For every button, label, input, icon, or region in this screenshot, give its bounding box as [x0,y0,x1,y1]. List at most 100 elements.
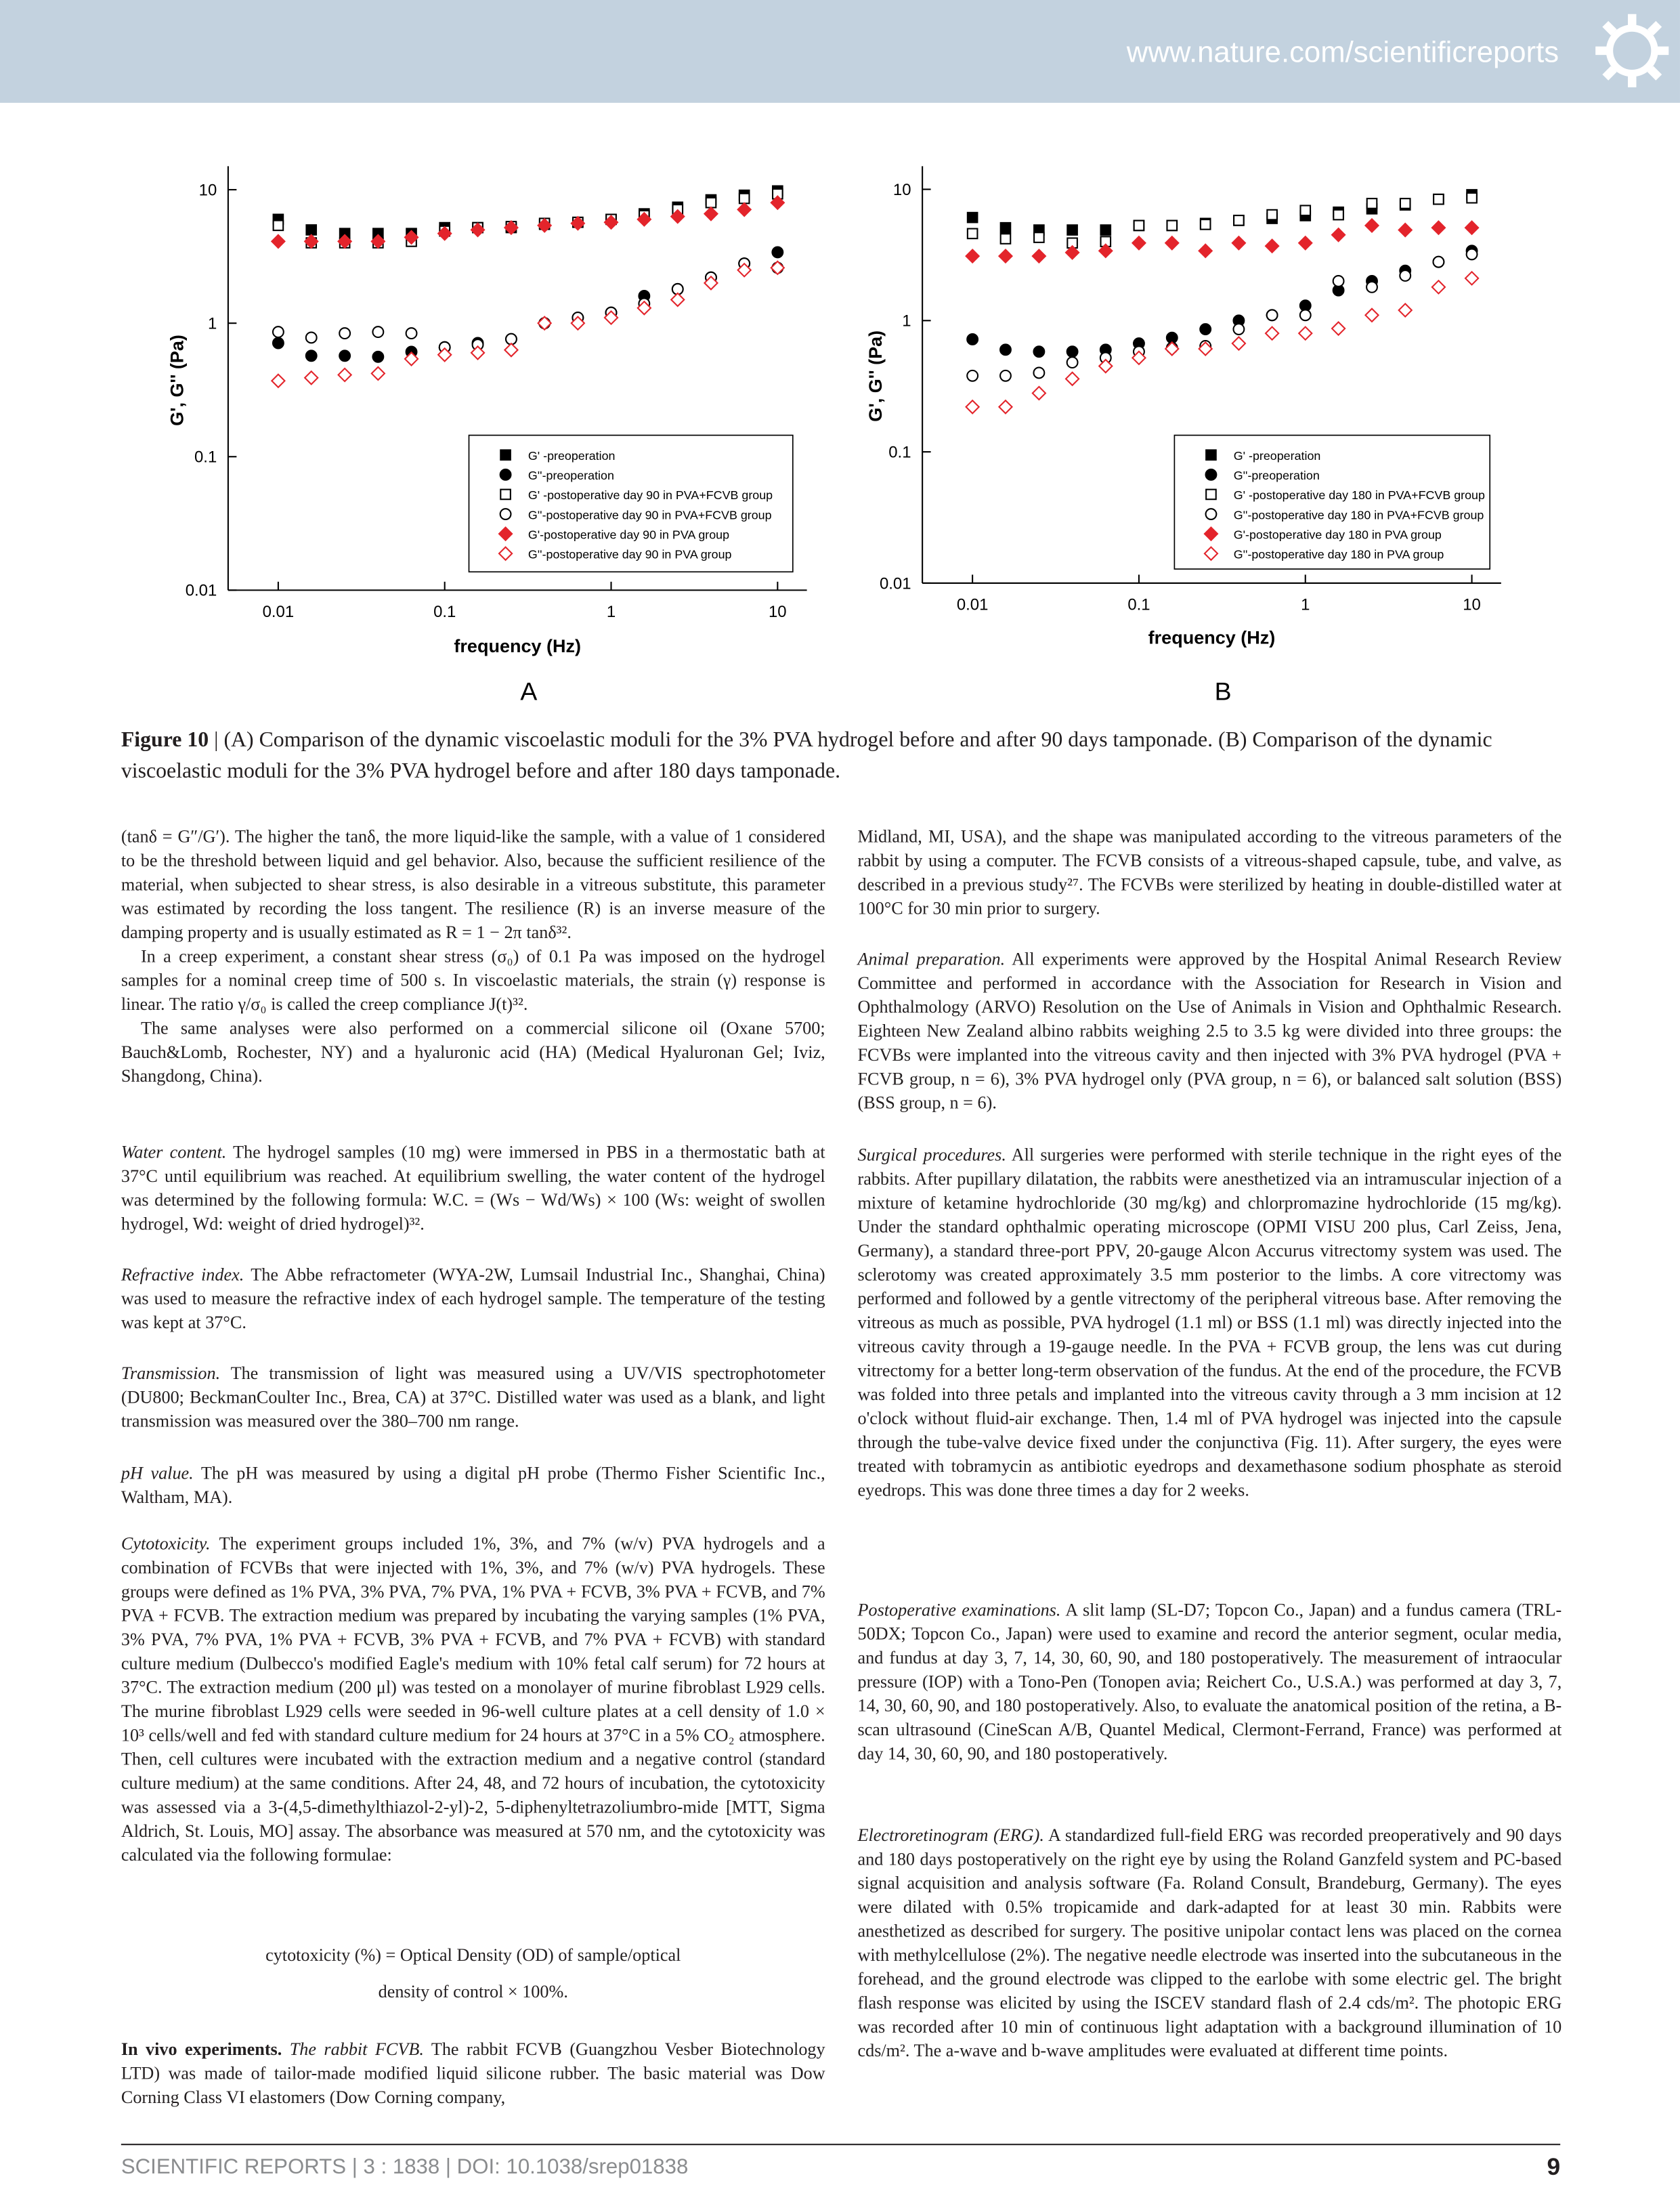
marker-diamond [503,342,519,358]
marker-diamond [637,300,652,316]
marker-diamond [737,262,752,278]
section-text: All surgeries were performed with steril… [857,1145,1562,1500]
paragraph: (tanδ = G″/G′). The higher the tanδ, the… [121,826,825,943]
section: In vivo experiments. The rabbit FCVB. Th… [121,2038,825,2110]
marker-diamond [770,195,785,211]
page-number: 9 [1547,2153,1561,2181]
marker-square [305,224,318,236]
marker-diamond [337,367,353,383]
legend-label: G'-postoperative day 180 in PVA group [1234,528,1442,541]
marker-circle [1066,356,1079,369]
legend-label: G''-postoperative day 180 in PVA group [1234,548,1444,561]
section: Water content. The hydrogel samples (10 … [121,1141,825,1236]
marker-diamond [1297,326,1313,341]
marker-diamond [404,230,419,245]
section-text: All experiments were approved by the Hos… [857,949,1562,1113]
marker-diamond [1198,243,1213,259]
marker-diamond [1464,220,1480,236]
marker-diamond [670,209,685,224]
marker-circle [499,468,512,481]
marker-diamond [1164,341,1180,356]
y-tick-label: 1 [208,315,217,333]
y-tick-label: 0.1 [888,443,911,461]
section: Surgical procedures. All surgeries were … [857,1144,1561,1503]
section-heading: Refractive index. [121,1265,244,1285]
marker-diamond [337,234,353,249]
marker-square [1433,193,1444,205]
marker-diamond [1098,243,1113,259]
marker-diamond [303,370,319,385]
marker-diamond [1131,235,1146,251]
marker-square [500,449,511,461]
section-text: The experiment groups included 1%, 3%, a… [121,1533,825,1865]
marker-circle [305,331,318,344]
marker-square [1199,219,1211,230]
marker-square [1133,219,1145,232]
marker-circle [1199,323,1212,335]
panel-label: A [520,677,537,706]
legend-label: G''-postoperative day 180 in PVA+FCVB gr… [1234,508,1484,522]
marker-diamond [1264,326,1280,341]
x-tick-label: 1 [1301,595,1310,614]
marker-diamond [997,399,1014,415]
marker-diamond [1331,321,1346,337]
marker-diamond [498,526,513,542]
marker-diamond [965,249,981,264]
marker-diamond [1264,238,1280,254]
marker-diamond [1398,222,1413,238]
formula-line: cytotoxicity (%) = Optical Density (OD) … [265,1945,681,1966]
journal-name: SCIENTIFIC REPORTS [121,2154,347,2180]
marker-circle [966,333,979,345]
marker-diamond [603,310,619,326]
section-text: A slit lamp (SL-D7; Topcon Co., Japan) a… [857,1600,1562,1764]
legend-box [468,434,794,573]
marker-square [1166,219,1178,232]
marker-diamond [537,217,553,233]
section-text: The rabbit FCVB (Guangzhou Vesber Biotec… [121,2039,825,2108]
section: Refractive index. The Abbe refractometer… [121,1263,825,1335]
caption-label: Figure 10 [121,728,209,752]
marker-diamond [1064,371,1080,387]
section: Electroretinogram (ERG). A standardized … [857,1824,1561,2064]
marker-circle [272,326,284,339]
marker-circle [1366,280,1378,293]
marker-diamond [470,222,486,238]
legend-label: G''-preoperation [528,469,614,482]
marker-diamond [603,215,619,230]
legend-label: G' -postoperative day 180 in PVA+FCVB gr… [1234,488,1485,502]
marker-square [1366,198,1378,209]
subsection-heading: The rabbit FCVB. [282,2039,424,2060]
marker-square [1067,224,1078,236]
marker-circle [1399,270,1412,282]
marker-diamond [570,215,586,231]
marker-circle [1299,309,1312,322]
section-heading: Animal preparation. [857,949,1006,969]
marker-diamond [1231,235,1247,251]
marker-diamond [404,351,419,366]
section-heading: Postoperative examinations. [857,1600,1061,1620]
section-heading: In vivo experiments. [121,2039,282,2060]
marker-diamond [1031,249,1047,264]
logo [1595,14,1669,87]
marker-circle [999,369,1012,382]
marker-circle [1205,468,1218,481]
marker-diamond [1203,546,1219,561]
section-heading: pH value. [121,1463,194,1483]
marker-square [966,228,978,240]
footer: SCIENTIFIC REPORTS | 3 : 1838 | DOI: 10.… [121,2144,1561,2181]
section: Cytotoxicity. The experiment groups incl… [121,1533,825,1868]
marker-diamond [437,347,452,362]
marker-circle [1205,508,1218,520]
section-text: The hydrogel samples (10 mg) were immers… [121,1142,825,1234]
legend-label: G'-postoperative day 90 in PVA group [528,528,729,541]
marker-circle [999,343,1012,356]
marker-circle [305,349,318,362]
section-heading: Transmission. [121,1363,221,1384]
marker-diamond [1464,270,1480,286]
panel-label: B [1215,677,1232,706]
marker-diamond [1031,385,1047,401]
marker-diamond [637,211,652,227]
marker-circle [339,327,351,340]
marker-diamond [503,220,519,236]
